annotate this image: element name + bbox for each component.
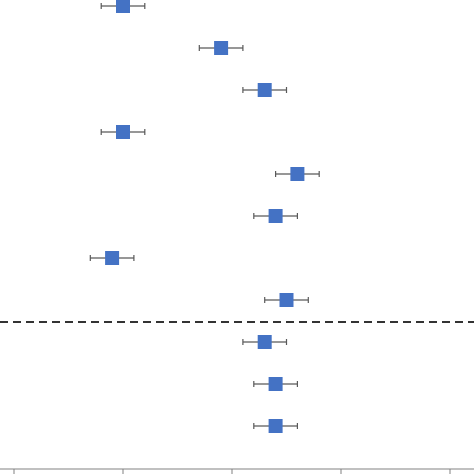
point-marker xyxy=(105,251,120,265)
data-point-7 xyxy=(89,251,135,265)
data-point-3 xyxy=(242,83,288,97)
data-point-9 xyxy=(242,335,288,349)
point-marker xyxy=(116,125,130,139)
data-point-1 xyxy=(100,0,146,13)
point-marker xyxy=(268,209,283,223)
point-marker xyxy=(268,377,283,391)
data-points xyxy=(89,0,320,433)
point-marker xyxy=(279,293,294,307)
point-marker xyxy=(257,83,272,97)
data-point-10 xyxy=(253,377,298,391)
data-point-6 xyxy=(253,209,298,223)
data-point-4 xyxy=(100,125,146,139)
data-point-5 xyxy=(275,167,320,181)
point-marker xyxy=(257,335,272,349)
point-marker xyxy=(116,0,130,13)
data-point-11 xyxy=(253,419,298,433)
point-marker xyxy=(268,419,283,433)
data-point-8 xyxy=(264,293,309,307)
point-marker xyxy=(214,41,229,55)
point-marker xyxy=(290,167,305,181)
data-point-2 xyxy=(198,41,244,55)
x-axis xyxy=(0,468,474,474)
